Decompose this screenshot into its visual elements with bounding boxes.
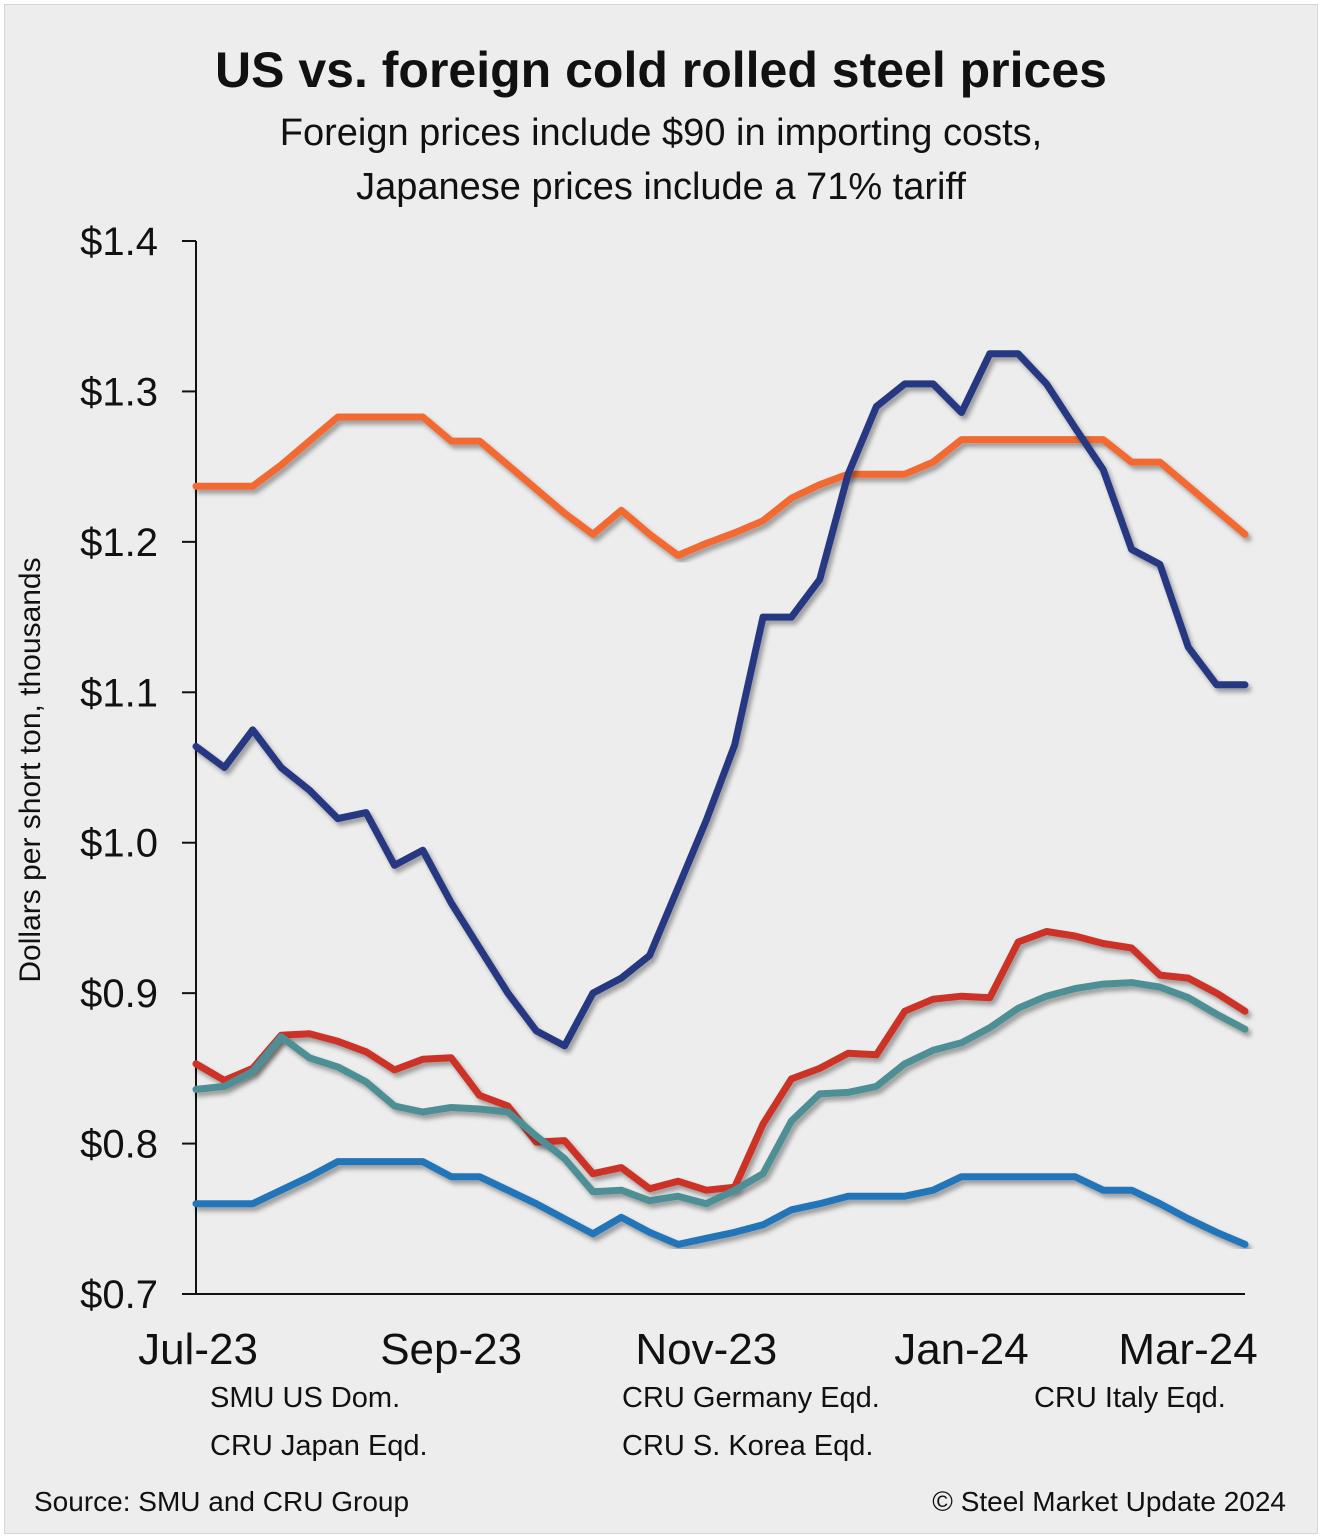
legend-label-smu-us-dom: SMU US Dom. — [210, 1382, 400, 1414]
y-tick-label: $1.0 — [80, 822, 158, 866]
legend-label-cru-italy-eqd: CRU Italy Eqd. — [1034, 1382, 1226, 1414]
y-tick-label: $1.1 — [80, 671, 158, 715]
y-tick-label: $1.4 — [80, 220, 158, 264]
y-tick-label: $1.3 — [80, 370, 158, 414]
y-tick-label: $1.2 — [80, 521, 158, 565]
series-line-cru-japan-eqd — [192, 413, 1249, 559]
legend-label-cru-japan-eqd: CRU Japan Eqd. — [210, 1430, 428, 1462]
series-line-cru-germany-eqd — [192, 928, 1249, 1194]
y-tick-label: $0.8 — [80, 1123, 158, 1167]
legend-label-cru-germany-eqd: CRU Germany Eqd. — [622, 1382, 880, 1414]
y-tick-label: $0.7 — [80, 1273, 158, 1317]
y-axis-title: Dollars per short ton, thousands — [14, 557, 47, 982]
x-tick-label: Jul-23 — [138, 1325, 258, 1374]
series-line-cru-s-korea-eqd — [192, 1158, 1249, 1248]
chart-title: US vs. foreign cold rolled steel prices — [215, 42, 1107, 98]
series-line-cru-italy-eqd — [192, 979, 1249, 1208]
chart-subtitle-line-1: Foreign prices include $90 in importing … — [279, 112, 1043, 154]
x-tick-label: Sep-23 — [380, 1325, 522, 1374]
x-tick-label: Jan-24 — [894, 1325, 1029, 1374]
chart-subtitle-line-2: Japanese prices include a 71% tariff — [356, 166, 966, 208]
y-tick-label: $0.9 — [80, 972, 158, 1016]
legend-label-cru-s-korea-eqd: CRU S. Korea Eqd. — [622, 1430, 873, 1462]
x-tick-label: Nov-23 — [635, 1325, 777, 1374]
copyright-note: © Steel Market Update 2024 — [932, 1486, 1286, 1517]
x-tick-label: Mar-24 — [1118, 1325, 1257, 1374]
source-note: Source: SMU and CRU Group — [34, 1486, 410, 1517]
series-line-smu-us-dom — [192, 350, 1249, 1050]
